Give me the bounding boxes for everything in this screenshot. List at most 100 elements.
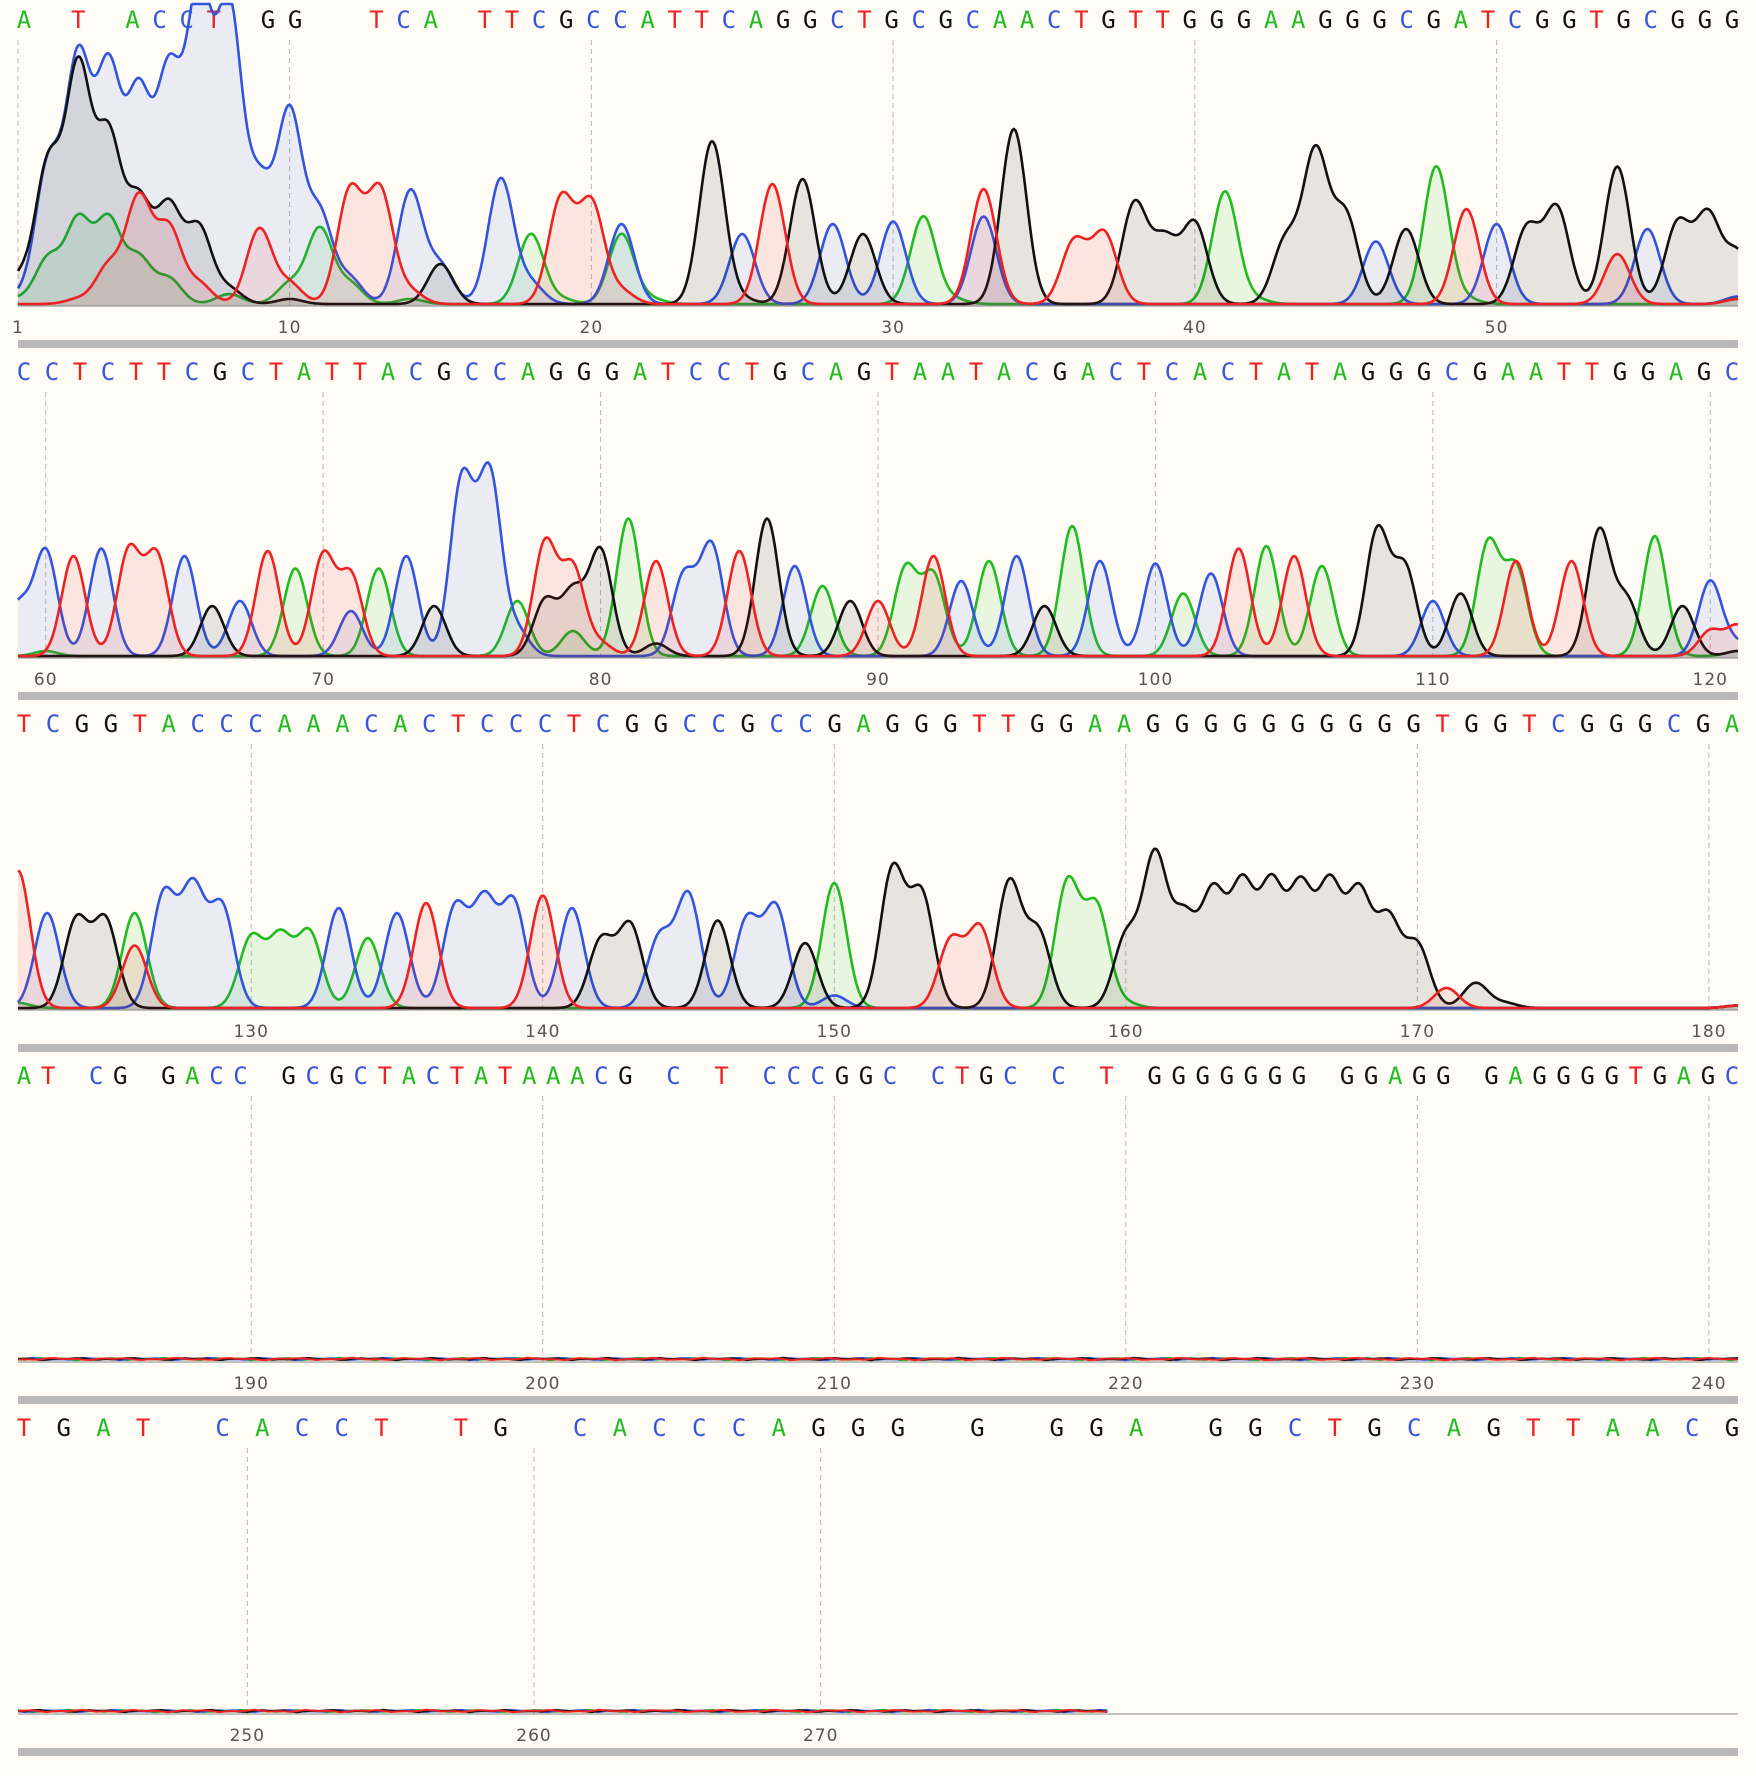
base-call-letter: T — [857, 6, 871, 34]
base-call-letter: G — [1262, 710, 1276, 738]
base-call-letter: T — [269, 358, 283, 386]
base-call-letter: T — [454, 1414, 468, 1442]
base-call-letter: T — [745, 358, 759, 386]
base-call-letter: G — [288, 6, 302, 34]
base-call-letter: T — [129, 358, 143, 386]
row-separator-bar — [18, 340, 1738, 348]
base-call-letter: C — [722, 6, 736, 34]
chromatogram-row: T G A T C A C C T T G C A C C C A G G G G G G A G G C T G C A G T T A A C G25… — [17, 1414, 1739, 1756]
base-call-letter: A — [1081, 358, 1096, 386]
x-tick-label: 80 — [589, 670, 613, 690]
base-call-letter: T — [1249, 358, 1263, 386]
base-call-letter: T — [1481, 6, 1495, 34]
base-call-letter: C — [538, 710, 552, 738]
trace-line-t — [17, 1708, 1108, 1714]
base-call-letter: A — [1264, 6, 1279, 34]
x-tick-label: 120 — [1693, 670, 1728, 690]
base-call-letter: C — [354, 1062, 368, 1090]
base-call-letter: G — [803, 6, 817, 34]
base-call-letter: A — [125, 6, 140, 34]
base-call-letter: C — [692, 1414, 706, 1442]
base-call-letter: A — [335, 710, 350, 738]
base-call-letter: G — [811, 1414, 825, 1442]
base-call-letter: G — [1268, 1062, 1282, 1090]
base-call-letter: C — [305, 1062, 319, 1090]
base-call-letter: C — [717, 358, 731, 386]
trace-fill-t — [18, 182, 1738, 306]
base-call-letter: A — [1606, 1414, 1621, 1442]
base-call-letter: T — [369, 6, 383, 34]
base-call-letter: C — [683, 710, 697, 738]
base-call-letter: T — [478, 6, 492, 34]
base-call-letter: G — [1653, 1062, 1667, 1090]
base-call-letter: G — [1367, 1414, 1381, 1442]
base-call-letter: C — [480, 710, 494, 738]
x-tick-label: 40 — [1183, 318, 1207, 338]
trace-line-g — [18, 517, 1738, 658]
base-call-letter: A — [522, 1062, 537, 1090]
base-call-letter: C — [1725, 1062, 1739, 1090]
base-call-letter: T — [1001, 710, 1015, 738]
base-call-letter: G — [1059, 710, 1073, 738]
base-call-letter: G — [1146, 710, 1160, 738]
base-call-letter: T — [157, 358, 171, 386]
x-tick-label: 250 — [230, 1726, 265, 1746]
base-call-letter: T — [353, 358, 367, 386]
base-call-letter: G — [1580, 710, 1594, 738]
base-call-letter: G — [1196, 1062, 1210, 1090]
base-call-letter: T — [450, 1062, 464, 1090]
base-call-letter: A — [306, 710, 321, 738]
base-call-letter: C — [1643, 6, 1657, 34]
base-call-letter: C — [883, 1062, 897, 1090]
base-call-letter: G — [1604, 1062, 1618, 1090]
base-call-letter: G — [1345, 6, 1359, 34]
base-call-letter: T — [1128, 6, 1142, 34]
base-call-letter: G — [605, 358, 619, 386]
base-call-letter: C — [911, 6, 925, 34]
base-call-letter: A — [1669, 358, 1684, 386]
base-call-letter: G — [1053, 358, 1067, 386]
x-tick-label: 30 — [881, 318, 905, 338]
trace-fill-g — [18, 518, 1738, 658]
x-tick-label: 170 — [1400, 1022, 1435, 1042]
base-call-letter: A — [613, 1414, 628, 1442]
x-tick-label: 10 — [278, 318, 302, 338]
base-call-letter: T — [969, 358, 983, 386]
base-call-letter: G — [1562, 6, 1576, 34]
base-call-letter: G — [549, 358, 563, 386]
base-call-letter: C — [689, 358, 703, 386]
base-call-letter: C — [17, 358, 31, 386]
trace-line-t — [17, 1356, 1739, 1362]
base-call-letter: C — [219, 710, 233, 738]
x-tick-label: 270 — [803, 1726, 838, 1746]
x-tick-label: 220 — [1108, 1374, 1143, 1394]
trace-line-t — [18, 181, 1738, 306]
base-call-letter: A — [1117, 710, 1132, 738]
base-call-letter: G — [1609, 710, 1623, 738]
base-call-letter: C — [209, 1062, 223, 1090]
x-tick-label: 260 — [516, 1726, 551, 1746]
base-call-letter: T — [1522, 710, 1536, 738]
base-call-letter: C — [422, 710, 436, 738]
base-call-letter: A — [1725, 710, 1740, 738]
x-tick-label: 50 — [1485, 318, 1509, 338]
base-call-letter: G — [75, 710, 89, 738]
base-call-letter: G — [1233, 710, 1247, 738]
base-call-letter: G — [493, 1414, 507, 1442]
base-call-letter: T — [325, 358, 339, 386]
base-call-letter: T — [1557, 358, 1571, 386]
base-call-letter: G — [1348, 710, 1362, 738]
base-call-letter: G — [1361, 358, 1375, 386]
base-call-letter: G — [1030, 710, 1044, 738]
base-call-letter: T — [1526, 1414, 1540, 1442]
base-call-letter: A — [771, 1414, 786, 1442]
base-call-letter: C — [101, 358, 115, 386]
base-call-letter: C — [396, 6, 410, 34]
base-call-letter: G — [1237, 6, 1251, 34]
base-call-letter: A — [1454, 6, 1469, 34]
base-call-letter: G — [56, 1414, 70, 1442]
base-call-letter: C — [1407, 1414, 1421, 1442]
base-call-letter: G — [1372, 6, 1386, 34]
base-call-letter: G — [330, 1062, 344, 1090]
base-call-letter: G — [1671, 6, 1685, 34]
